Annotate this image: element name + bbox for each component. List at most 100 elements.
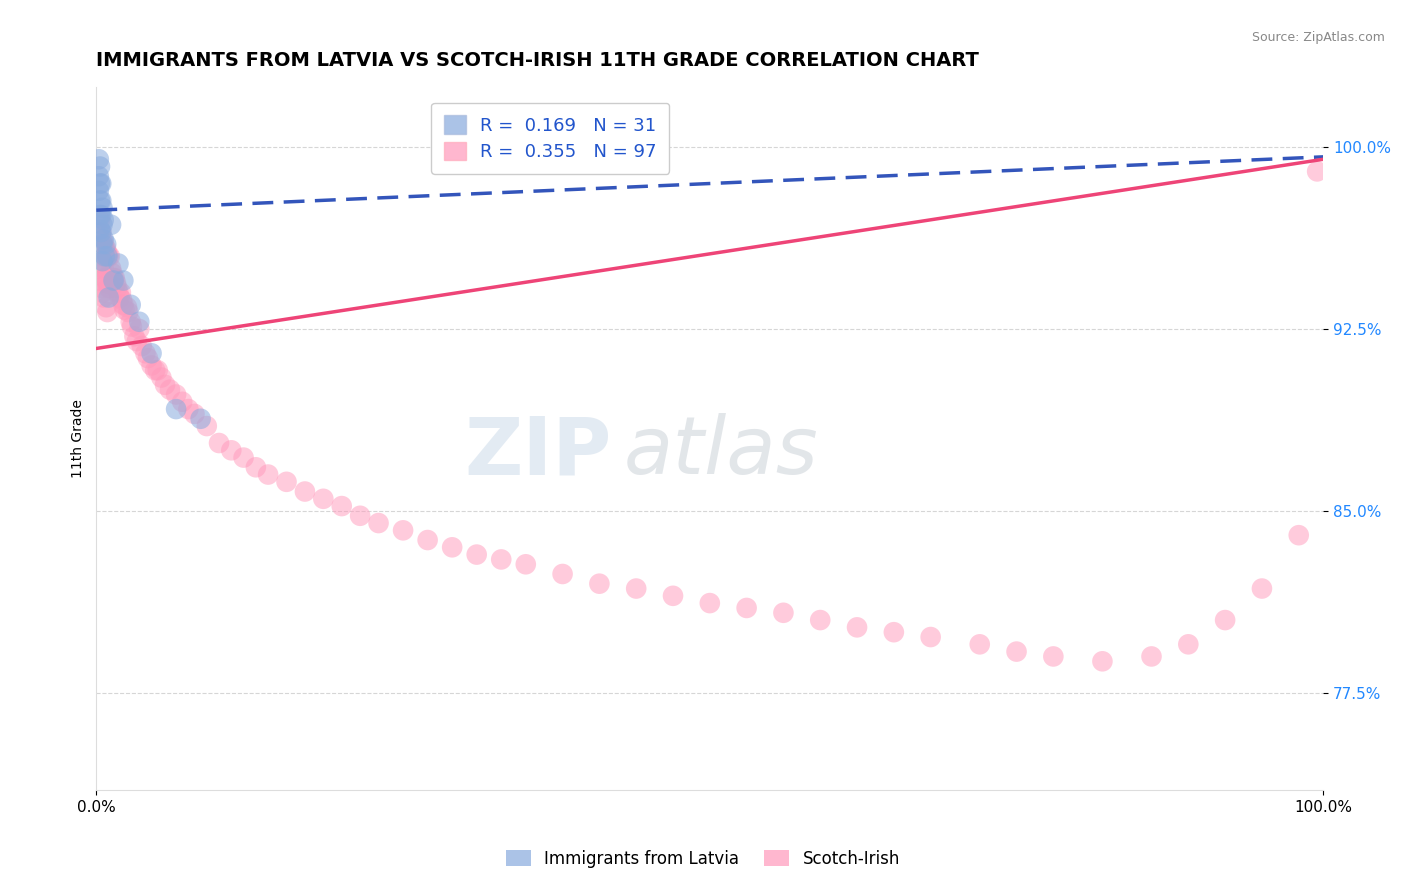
Point (920, 630, 942, 644)
Point (294, 484, 316, 499)
Point (367, 516, 389, 530)
Point (208, 436, 231, 450)
Point (141, 359, 163, 373)
Point (159, 383, 181, 397)
Point (91, 256, 114, 270)
Point (115, 300, 138, 314)
Point (143, 363, 166, 377)
Text: Source: ZipAtlas.com: Source: ZipAtlas.com (1251, 31, 1385, 45)
Point (93, 213, 115, 227)
Point (91, 232, 114, 246)
Legend: R =  0.169   N = 31, R =  0.355   N = 97: R = 0.169 N = 31, R = 0.355 N = 97 (432, 103, 669, 174)
Point (120, 315, 142, 329)
Point (110, 285, 132, 300)
Point (112, 273, 135, 287)
Point (699, 596, 721, 610)
Text: atlas: atlas (624, 413, 818, 491)
Point (128, 315, 150, 329)
Point (1288, 528, 1310, 542)
Point (465, 548, 488, 562)
Point (125, 334, 148, 348)
Point (392, 524, 415, 538)
Point (117, 305, 139, 319)
Point (97, 249, 120, 263)
Point (91, 254, 114, 268)
Point (89, 222, 111, 236)
Point (90, 281, 112, 295)
Point (735, 601, 758, 615)
Point (94, 242, 117, 256)
Point (1140, 649, 1163, 664)
Point (87, 169, 110, 184)
Point (312, 491, 335, 506)
Point (136, 351, 159, 366)
Point (489, 552, 512, 566)
Point (90, 208, 112, 222)
Point (89, 213, 111, 227)
Point (515, 558, 537, 572)
Point (165, 387, 187, 401)
Point (96, 242, 118, 256)
Point (98, 281, 121, 295)
Point (105, 281, 128, 295)
Point (94, 249, 117, 263)
Point (97, 281, 120, 295)
Point (96, 237, 118, 252)
Point (257, 467, 280, 482)
Point (624, 582, 647, 596)
Point (100, 261, 122, 276)
Point (165, 402, 187, 417)
Point (89, 160, 111, 174)
Point (141, 346, 163, 360)
Point (276, 475, 298, 489)
Point (588, 576, 610, 591)
Point (662, 589, 685, 603)
Point (93, 237, 115, 252)
Text: ZIP: ZIP (464, 413, 612, 491)
Point (883, 625, 905, 640)
Point (96, 271, 118, 285)
Point (195, 419, 218, 434)
Point (150, 370, 173, 384)
Point (93, 261, 115, 276)
Point (96, 305, 118, 319)
Point (90, 225, 112, 239)
Point (91, 285, 114, 300)
Point (96, 276, 118, 290)
Point (89, 177, 111, 191)
Y-axis label: 11th Grade: 11th Grade (72, 399, 86, 477)
Point (107, 285, 129, 300)
Point (89, 273, 111, 287)
Point (103, 273, 125, 287)
Point (89, 242, 111, 256)
Point (87, 184, 110, 198)
Point (551, 566, 574, 581)
Point (114, 302, 136, 317)
Point (96, 300, 118, 314)
Point (177, 402, 200, 417)
Point (100, 218, 122, 232)
Point (183, 407, 205, 421)
Point (1306, 164, 1329, 178)
Point (153, 377, 176, 392)
Point (846, 620, 869, 634)
Point (120, 298, 142, 312)
Point (87, 153, 110, 167)
Point (124, 329, 146, 343)
Point (134, 346, 156, 360)
Point (1213, 613, 1236, 627)
Point (91, 201, 114, 215)
Point (101, 266, 124, 280)
Point (91, 237, 114, 252)
Point (103, 271, 125, 285)
Point (1177, 637, 1199, 651)
Point (96, 249, 118, 263)
Point (89, 208, 111, 222)
Point (87, 225, 110, 239)
Point (128, 322, 150, 336)
Point (104, 271, 127, 285)
Point (172, 394, 194, 409)
Point (969, 637, 991, 651)
Point (221, 443, 243, 458)
Point (90, 177, 112, 191)
